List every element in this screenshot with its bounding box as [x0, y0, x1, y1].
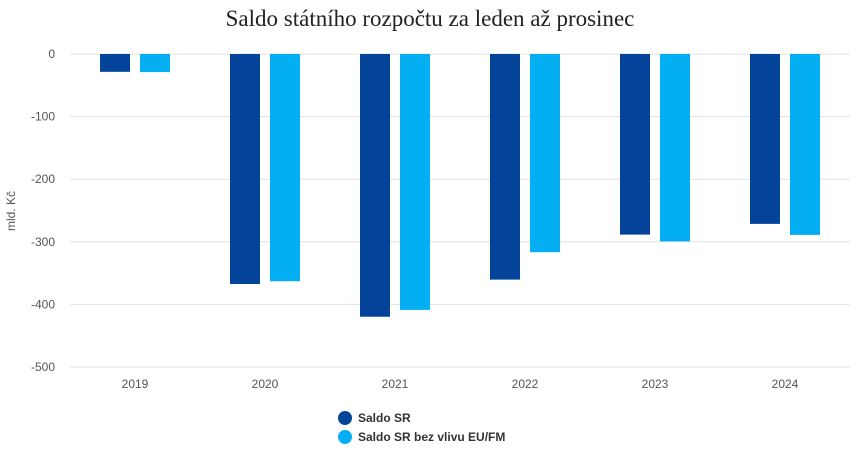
bar-2020-series-1[interactable]	[230, 54, 260, 284]
x-tick-label: 2024	[772, 377, 799, 391]
bar-2021-series-1[interactable]	[360, 54, 390, 317]
x-tick-label: 2021	[382, 377, 409, 391]
bar-2022-series-1[interactable]	[490, 54, 520, 280]
x-tick-label: 2020	[252, 377, 279, 391]
y-tick-label: -400	[31, 297, 55, 311]
y-axis-tick-labels: 0 -100 -200 -300 -400 -500	[31, 47, 55, 374]
y-tick-label: -500	[31, 360, 55, 374]
y-axis-title: mld. Kč	[4, 191, 18, 231]
legend-label-saldo-sr: Saldo SR	[358, 410, 411, 425]
legend-item-saldo-sr-bez-vlivu[interactable]: Saldo SR bez vlivu EU/FM	[338, 427, 505, 446]
bar-2020-series-2[interactable]	[270, 54, 300, 282]
gridlines	[70, 53, 850, 368]
legend-item-saldo-sr[interactable]: Saldo SR	[338, 408, 505, 427]
bar-2023-series-2[interactable]	[660, 54, 690, 242]
bar-2022-series-2[interactable]	[530, 54, 560, 253]
legend-swatch-saldo-sr-bez-vlivu	[338, 429, 352, 444]
bars	[100, 54, 820, 317]
y-tick-label: -100	[31, 110, 55, 124]
legend: Saldo SR Saldo SR bez vlivu EU/FM	[338, 408, 505, 446]
x-tick-label: 2023	[642, 377, 669, 391]
bar-2024-series-1[interactable]	[750, 54, 780, 224]
x-tick-label: 2019	[122, 377, 149, 391]
chart-title: Saldo státního rozpočtu za leden až pros…	[225, 6, 635, 31]
y-tick-label: 0	[48, 47, 55, 61]
bar-2024-series-2[interactable]	[790, 54, 820, 235]
bar-2019-series-2[interactable]	[140, 54, 170, 73]
y-tick-label: -300	[31, 235, 55, 249]
bar-2021-series-2[interactable]	[400, 54, 430, 310]
y-tick-label: -200	[31, 172, 55, 186]
bar-2019-series-1[interactable]	[100, 54, 130, 72]
legend-swatch-saldo-sr	[338, 410, 352, 425]
x-axis-tick-labels: 2019 2020 2021 2022 2023 2024	[122, 377, 799, 391]
legend-label-saldo-sr-bez-vlivu: Saldo SR bez vlivu EU/FM	[358, 429, 506, 444]
x-tick-label: 2022	[512, 377, 539, 391]
bar-2023-series-1[interactable]	[620, 54, 650, 235]
